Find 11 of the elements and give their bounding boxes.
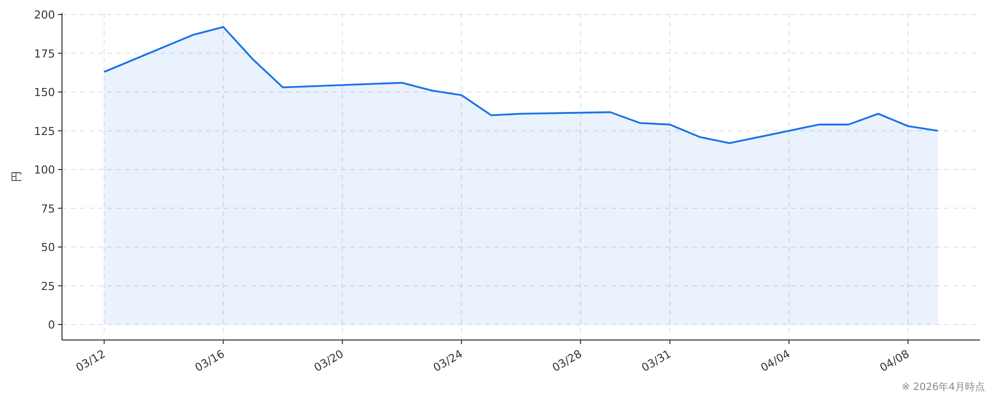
y-tick-label: 75 [41, 202, 55, 216]
y-tick-label: 0 [48, 318, 55, 332]
y-tick-label: 50 [41, 241, 55, 254]
y-axis-title: 円 [10, 171, 23, 182]
y-tick-label: 125 [34, 124, 55, 138]
y-tick-label: 150 [34, 86, 55, 100]
y-tick-label: 200 [34, 8, 55, 22]
y-tick-label: 175 [34, 47, 55, 60]
y-tick-label: 25 [41, 280, 55, 293]
y-tick-label: 100 [34, 164, 55, 177]
text: ※ 2026年4月時点 [902, 381, 985, 393]
